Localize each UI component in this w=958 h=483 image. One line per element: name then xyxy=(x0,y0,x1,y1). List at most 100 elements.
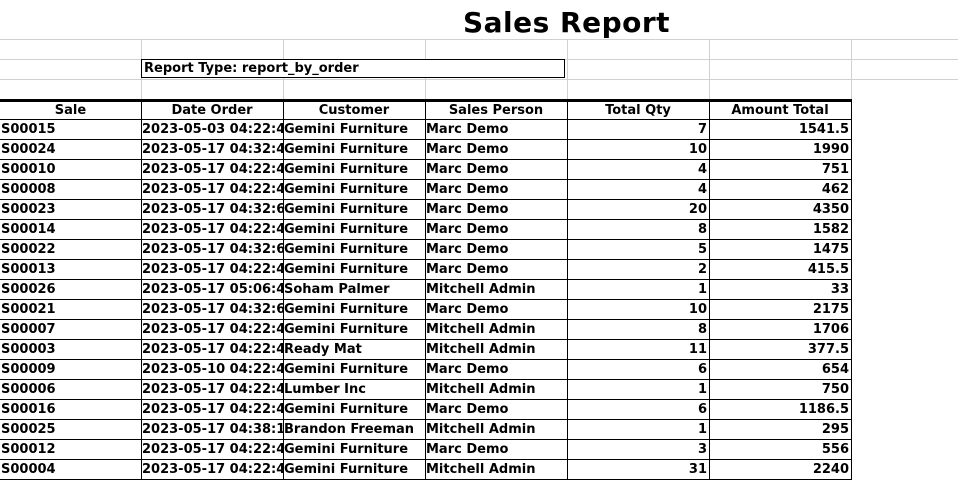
cell-amount-total[interactable]: 2175 xyxy=(812,302,849,317)
cell-sale[interactable]: S00009 xyxy=(1,362,56,377)
cell-sales-person[interactable]: Marc Demo xyxy=(426,142,509,157)
cell-sale[interactable]: S00016 xyxy=(1,402,56,417)
column-header-amount-total[interactable]: Amount Total xyxy=(731,103,829,118)
cell-amount-total[interactable]: 1582 xyxy=(812,222,849,237)
cell-sale[interactable]: S00008 xyxy=(1,182,56,197)
cell-sales-person[interactable]: Marc Demo xyxy=(426,182,509,197)
column-header-customer[interactable]: Customer xyxy=(318,103,390,118)
cell-customer[interactable]: Gemini Furniture xyxy=(284,122,409,137)
cell-customer[interactable]: Gemini Furniture xyxy=(284,302,409,317)
cell-date-order[interactable]: 2023-05-17 04:32:6 xyxy=(142,302,283,317)
cell-customer[interactable]: Lumber Inc xyxy=(284,382,366,397)
cell-amount-total[interactable]: 415.5 xyxy=(807,262,849,277)
cell-sale[interactable]: S00021 xyxy=(1,302,56,317)
cell-total-qty[interactable]: 6 xyxy=(697,402,707,417)
cell-amount-total[interactable]: 1541.5 xyxy=(798,122,849,137)
cell-sale[interactable]: S00010 xyxy=(1,162,56,177)
cell-total-qty[interactable]: 3 xyxy=(697,442,707,457)
cell-date-order[interactable]: 2023-05-03 04:22:4 xyxy=(142,122,283,137)
cell-sale[interactable]: S00004 xyxy=(1,462,56,477)
cell-sales-person[interactable]: Mitchell Admin xyxy=(426,382,536,397)
cell-amount-total[interactable]: 2240 xyxy=(812,462,849,477)
cell-date-order[interactable]: 2023-05-17 04:22:4 xyxy=(142,322,283,337)
cell-amount-total[interactable]: 1990 xyxy=(812,142,849,157)
cell-date-order[interactable]: 2023-05-17 04:38:1 xyxy=(142,422,283,437)
cell-sale[interactable]: S00025 xyxy=(1,422,56,437)
cell-amount-total[interactable]: 751 xyxy=(821,162,849,177)
cell-sales-person[interactable]: Mitchell Admin xyxy=(426,342,536,357)
cell-sales-person[interactable]: Marc Demo xyxy=(426,262,509,277)
cell-amount-total[interactable]: 1475 xyxy=(812,242,849,257)
report-type-label[interactable]: Report Type: report_by_order xyxy=(141,59,565,78)
cell-sales-person[interactable]: Marc Demo xyxy=(426,202,509,217)
cell-amount-total[interactable]: 4350 xyxy=(812,202,849,217)
cell-date-order[interactable]: 2023-05-17 04:32:6 xyxy=(142,242,283,257)
cell-sale[interactable]: S00023 xyxy=(1,202,56,217)
cell-sales-person[interactable]: Marc Demo xyxy=(426,402,509,417)
cell-customer[interactable]: Gemini Furniture xyxy=(284,362,409,377)
cell-customer[interactable]: Gemini Furniture xyxy=(284,442,409,457)
cell-sale[interactable]: S00014 xyxy=(1,222,56,237)
cell-total-qty[interactable]: 1 xyxy=(697,382,707,397)
cell-sale[interactable]: S00012 xyxy=(1,442,56,457)
cell-customer[interactable]: Ready Mat xyxy=(284,342,362,357)
cell-date-order[interactable]: 2023-05-17 04:22:4 xyxy=(142,382,283,397)
cell-sales-person[interactable]: Mitchell Admin xyxy=(426,462,536,477)
cell-date-order[interactable]: 2023-05-17 04:22:4 xyxy=(142,262,283,277)
cell-date-order[interactable]: 2023-05-17 04:22:4 xyxy=(142,342,283,357)
cell-date-order[interactable]: 2023-05-17 04:22:4 xyxy=(142,462,283,477)
cell-sales-person[interactable]: Marc Demo xyxy=(426,442,509,457)
cell-amount-total[interactable]: 377.5 xyxy=(807,342,849,357)
cell-customer[interactable]: Gemini Furniture xyxy=(284,322,409,337)
cell-sales-person[interactable]: Marc Demo xyxy=(426,162,509,177)
cell-date-order[interactable]: 2023-05-17 04:22:4 xyxy=(142,442,283,457)
cell-amount-total[interactable]: 654 xyxy=(821,362,849,377)
cell-date-order[interactable]: 2023-05-17 04:22:4 xyxy=(142,222,283,237)
cell-customer[interactable]: Gemini Furniture xyxy=(284,142,409,157)
cell-customer[interactable]: Gemini Furniture xyxy=(284,182,409,197)
cell-total-qty[interactable]: 10 xyxy=(688,142,707,157)
cell-customer[interactable]: Gemini Furniture xyxy=(284,402,409,417)
cell-customer[interactable]: Gemini Furniture xyxy=(284,262,409,277)
cell-sales-person[interactable]: Marc Demo xyxy=(426,222,509,237)
cell-sale[interactable]: S00024 xyxy=(1,142,56,157)
cell-total-qty[interactable]: 4 xyxy=(697,162,707,177)
column-header-sale[interactable]: Sale xyxy=(54,103,87,118)
cell-customer[interactable]: Gemini Furniture xyxy=(284,162,409,177)
cell-date-order[interactable]: 2023-05-10 04:22:4 xyxy=(142,362,283,377)
cell-customer[interactable]: Brandon Freeman xyxy=(284,422,415,437)
cell-sales-person[interactable]: Mitchell Admin xyxy=(426,282,536,297)
cell-sale[interactable]: S00006 xyxy=(1,382,56,397)
cell-total-qty[interactable]: 6 xyxy=(697,362,707,377)
cell-customer[interactable]: Gemini Furniture xyxy=(284,242,409,257)
cell-date-order[interactable]: 2023-05-17 04:32:6 xyxy=(142,202,283,217)
column-header-sales-person[interactable]: Sales Person xyxy=(448,103,544,118)
cell-total-qty[interactable]: 8 xyxy=(697,322,707,337)
cell-total-qty[interactable]: 1 xyxy=(697,282,707,297)
cell-sales-person[interactable]: Marc Demo xyxy=(426,242,509,257)
cell-customer[interactable]: Gemini Furniture xyxy=(284,222,409,237)
cell-date-order[interactable]: 2023-05-17 04:22:4 xyxy=(142,402,283,417)
cell-sale[interactable]: S00007 xyxy=(1,322,56,337)
cell-total-qty[interactable]: 11 xyxy=(688,342,707,357)
cell-date-order[interactable]: 2023-05-17 04:22:4 xyxy=(142,162,283,177)
cell-sale[interactable]: S00026 xyxy=(1,282,56,297)
cell-sale[interactable]: S00015 xyxy=(1,122,56,137)
cell-amount-total[interactable]: 462 xyxy=(821,182,849,197)
cell-sales-person[interactable]: Mitchell Admin xyxy=(426,322,536,337)
cell-total-qty[interactable]: 5 xyxy=(697,242,707,257)
cell-total-qty[interactable]: 2 xyxy=(697,262,707,277)
cell-date-order[interactable]: 2023-05-17 04:32:4 xyxy=(142,142,283,157)
cell-sale[interactable]: S00022 xyxy=(1,242,56,257)
cell-total-qty[interactable]: 10 xyxy=(688,302,707,317)
cell-amount-total[interactable]: 556 xyxy=(821,442,849,457)
cell-sales-person[interactable]: Marc Demo xyxy=(426,122,509,137)
cell-customer[interactable]: Gemini Furniture xyxy=(284,202,409,217)
cell-sale[interactable]: S00003 xyxy=(1,342,56,357)
column-header-total-qty[interactable]: Total Qty xyxy=(605,103,671,118)
cell-amount-total[interactable]: 1186.5 xyxy=(798,402,849,417)
cell-sale[interactable]: S00013 xyxy=(1,262,56,277)
cell-total-qty[interactable]: 20 xyxy=(688,202,707,217)
cell-total-qty[interactable]: 1 xyxy=(697,422,707,437)
cell-sales-person[interactable]: Mitchell Admin xyxy=(426,422,536,437)
